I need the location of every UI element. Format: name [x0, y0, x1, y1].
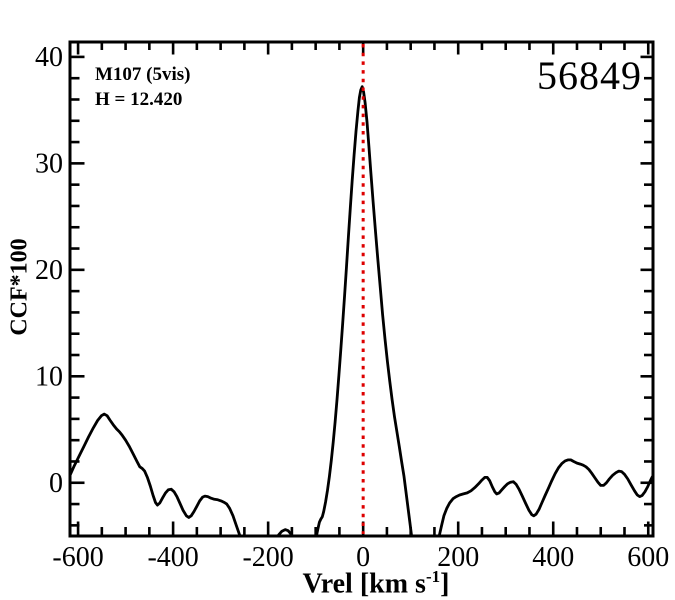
tick-labels: -600 -400 -200 0 200 400 600 0 10 20 30 40 — [35, 42, 669, 573]
y-tick-label: 20 — [35, 255, 63, 286]
x-tick-label: 400 — [532, 542, 574, 573]
y-tick-label: 40 — [35, 42, 63, 73]
x-tick-label: 600 — [627, 542, 669, 573]
ccf-curve — [70, 85, 653, 536]
h-magnitude-annotation: H = 12.420 — [95, 89, 183, 110]
y-tick-label: 0 — [49, 468, 63, 499]
mjd-number-label: 56849 — [537, 53, 642, 98]
axis-ticks — [71, 43, 652, 535]
y-axis-title: CCF*100 — [6, 238, 33, 336]
x-tick-label: 200 — [437, 542, 479, 573]
x-axis-title: Vrel [km s-1] — [302, 567, 450, 600]
x-tick-label: -200 — [242, 542, 293, 573]
y-tick-label: 30 — [35, 148, 63, 179]
target-name-annotation: M107 (5vis) — [95, 64, 191, 85]
x-tick-label: -600 — [52, 542, 103, 573]
x-tick-label: -400 — [147, 542, 198, 573]
x-tick-label: 0 — [356, 542, 370, 573]
y-tick-label: 10 — [35, 361, 63, 392]
plot-frame — [68, 40, 655, 538]
